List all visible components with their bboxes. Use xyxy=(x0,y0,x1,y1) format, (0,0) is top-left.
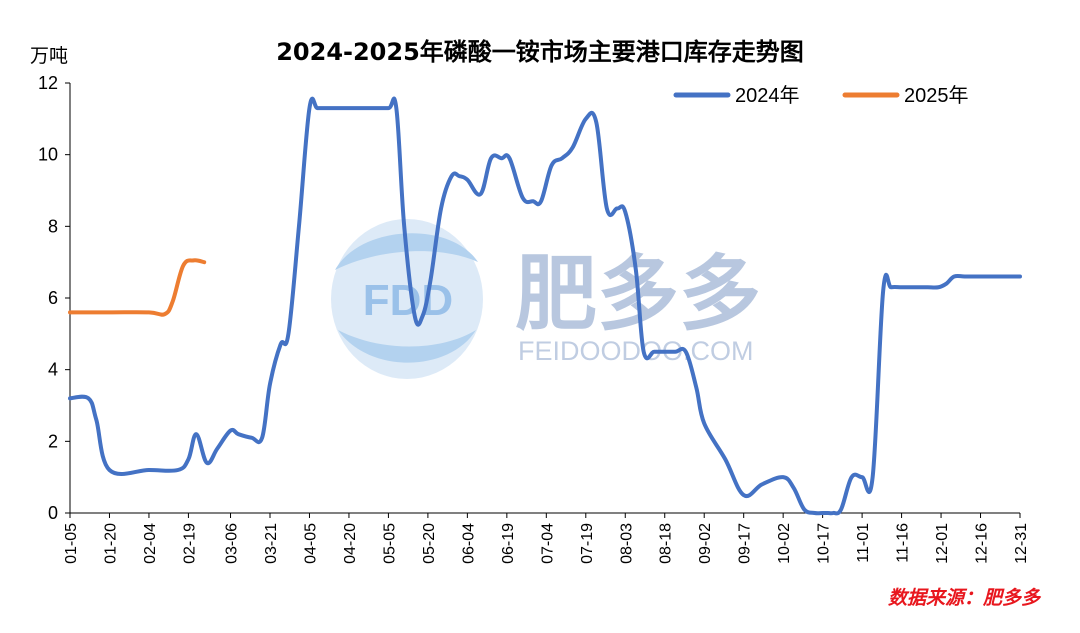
x-tick-label: 03-06 xyxy=(224,523,241,564)
y-tick-label: 0 xyxy=(48,503,58,523)
series-line-2024 xyxy=(68,96,1022,516)
y-tick-label: 10 xyxy=(38,145,58,165)
x-tick-label: 09-17 xyxy=(737,523,754,564)
x-tick-label: 11-01 xyxy=(855,523,872,563)
x-tick-label: 12-01 xyxy=(934,523,951,564)
x-tick-label: 07-19 xyxy=(579,523,596,564)
x-tick-labels: 01-05 01-20 02-04 02-19 03-06 03-21 04-05 04-20… xyxy=(63,523,1030,564)
x-tick-label: 12-31 xyxy=(1013,523,1030,564)
legend-label: 2024年 xyxy=(735,84,800,107)
x-tick-label: 08-03 xyxy=(618,523,635,564)
x-tick-label: 09-02 xyxy=(697,523,714,564)
y-tick-label: 4 xyxy=(48,360,58,380)
y-axis-unit: 万吨 xyxy=(30,45,68,67)
legend-label: 2025年 xyxy=(904,84,969,107)
chart-title: 2024-2025年磷酸一铵市场主要港口库存走势图 xyxy=(276,38,804,66)
x-tick-label: 06-19 xyxy=(500,523,517,564)
x-tick-label: 05-20 xyxy=(421,523,438,564)
source-note: 数据来源：肥多多 xyxy=(888,587,1042,609)
x-tick-label: 07-04 xyxy=(539,523,556,564)
x-tick-label: 11-16 xyxy=(895,523,912,563)
x-tick-label: 03-21 xyxy=(263,523,280,564)
x-tick-label: 06-04 xyxy=(460,523,477,564)
y-tick-label: 12 xyxy=(38,73,58,93)
x-tick-label: 02-04 xyxy=(142,523,159,564)
x-tick-label: 12-16 xyxy=(974,523,991,564)
x-tick-label: 01-05 xyxy=(63,523,80,564)
y-tick-labels: 0 2 4 6 8 10 12 xyxy=(38,73,58,523)
y-tick-label: 8 xyxy=(48,216,58,236)
watermark: FDD 肥多多 FEIDOODOO.COM xyxy=(331,219,761,379)
legend: 2024年 2025年 xyxy=(673,84,969,107)
x-tick-label: 01-20 xyxy=(102,523,119,564)
x-tick-label: 10-02 xyxy=(776,523,793,564)
watermark-url: FEIDOODOO.COM xyxy=(518,336,754,366)
x-tick-label: 05-05 xyxy=(381,523,398,564)
y-tick-label: 6 xyxy=(48,288,58,308)
x-tick-label: 04-20 xyxy=(342,523,359,564)
axes xyxy=(65,82,1021,518)
series-line-2025 xyxy=(68,258,207,317)
x-tick-label: 02-19 xyxy=(181,523,198,564)
x-tick-label: 10-17 xyxy=(816,523,833,564)
series-lines xyxy=(68,96,1022,516)
x-tick-label: 04-05 xyxy=(302,523,319,564)
x-tick-label: 08-18 xyxy=(658,523,675,564)
fdd-logo-icon xyxy=(331,219,483,379)
y-tick-label: 2 xyxy=(48,431,58,451)
watermark-badge: FDD xyxy=(363,276,453,325)
